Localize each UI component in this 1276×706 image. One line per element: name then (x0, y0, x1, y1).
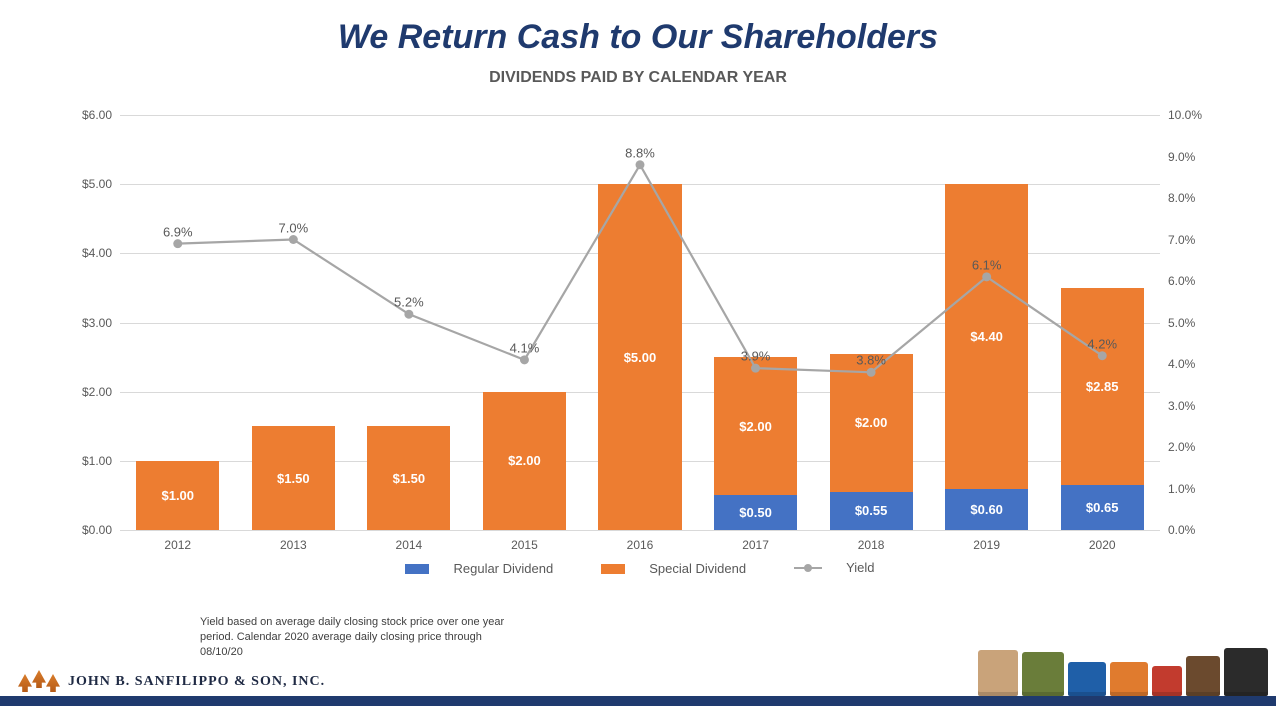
y-right-tick: 8.0% (1168, 191, 1195, 205)
y-right-tick: 7.0% (1168, 233, 1195, 247)
yield-label: 7.0% (279, 220, 309, 235)
product-can-red (1152, 666, 1182, 696)
x-tick: 2014 (369, 538, 449, 552)
yield-label: 5.2% (394, 295, 424, 310)
y-right-tick: 1.0% (1168, 482, 1195, 496)
y-right-tick: 9.0% (1168, 150, 1195, 164)
company-block: JOHN B. SANFILIPPO & SON, INC. (18, 670, 325, 694)
y-right-tick: 5.0% (1168, 316, 1195, 330)
dividends-chart: $1.00$1.50$1.50$2.00$5.00$0.50$2.00$0.55… (60, 115, 1220, 575)
x-tick: 2019 (947, 538, 1027, 552)
yield-label: 4.1% (510, 340, 540, 355)
product-bag-dark (1224, 648, 1268, 696)
legend-label: Special Dividend (649, 561, 746, 576)
x-tick: 2016 (600, 538, 680, 552)
company-name: JOHN B. SANFILIPPO & SON, INC. (68, 674, 325, 690)
x-tick: 2017 (716, 538, 796, 552)
x-tick: 2018 (831, 538, 911, 552)
y-left-tick: $4.00 (82, 246, 112, 260)
yield-label: 8.8% (625, 145, 655, 160)
yield-label: 3.8% (856, 353, 886, 368)
footnote-text: Yield based on average daily closing sto… (200, 615, 520, 660)
legend-item-regular: Regular Dividend (393, 561, 565, 576)
y-left-tick: $2.00 (82, 385, 112, 399)
product-box-orange (1110, 662, 1148, 696)
y-right-tick: 6.0% (1168, 274, 1195, 288)
y-left-tick: $1.00 (82, 454, 112, 468)
product-bag-tan (978, 650, 1018, 696)
y-right-tick: 10.0% (1168, 108, 1202, 122)
y-left-tick: $6.00 (82, 108, 112, 122)
y-left-tick: $5.00 (82, 177, 112, 191)
x-tick: 2020 (1062, 538, 1142, 552)
y-left-tick: $3.00 (82, 316, 112, 330)
page-title: We Return Cash to Our Shareholders (0, 18, 1276, 57)
x-tick: 2013 (253, 538, 333, 552)
footer-bar (0, 696, 1276, 706)
y-right-tick: 2.0% (1168, 440, 1195, 454)
x-tick: 2015 (484, 538, 564, 552)
company-logo-icon (18, 670, 60, 694)
product-bag-green (1022, 652, 1064, 696)
slide-footer: JOHN B. SANFILIPPO & SON, INC. (0, 654, 1276, 706)
slide: We Return Cash to Our Shareholders DIVID… (0, 0, 1276, 706)
legend-swatch-icon (601, 564, 625, 574)
yield-label: 4.2% (1087, 336, 1117, 351)
chart-subtitle: DIVIDENDS PAID BY CALENDAR YEAR (0, 69, 1276, 87)
legend-label: Regular Dividend (453, 561, 553, 576)
y-right-tick: 0.0% (1168, 523, 1195, 537)
gridline (120, 530, 1160, 531)
legend-item-special: Special Dividend (589, 561, 758, 576)
y-left-tick: $0.00 (82, 523, 112, 537)
legend-item-yield: Yield (782, 560, 886, 575)
product-box-blue (1068, 662, 1106, 696)
y-right-tick: 4.0% (1168, 357, 1195, 371)
product-jar-brown (1186, 656, 1220, 696)
legend-line-icon (794, 562, 822, 574)
product-images (978, 648, 1268, 696)
legend-swatch-icon (405, 564, 429, 574)
plot-area: $1.00$1.50$1.50$2.00$5.00$0.50$2.00$0.55… (120, 115, 1160, 530)
yield-label: 6.9% (163, 224, 193, 239)
x-tick: 2012 (138, 538, 218, 552)
yield-label: 3.9% (741, 349, 771, 364)
chart-legend: Regular Dividend Special Dividend Yield (60, 560, 1220, 577)
yield-label: 6.1% (972, 257, 1002, 272)
y-right-tick: 3.0% (1168, 399, 1195, 413)
legend-label: Yield (846, 560, 874, 575)
yield-line (120, 115, 1160, 530)
